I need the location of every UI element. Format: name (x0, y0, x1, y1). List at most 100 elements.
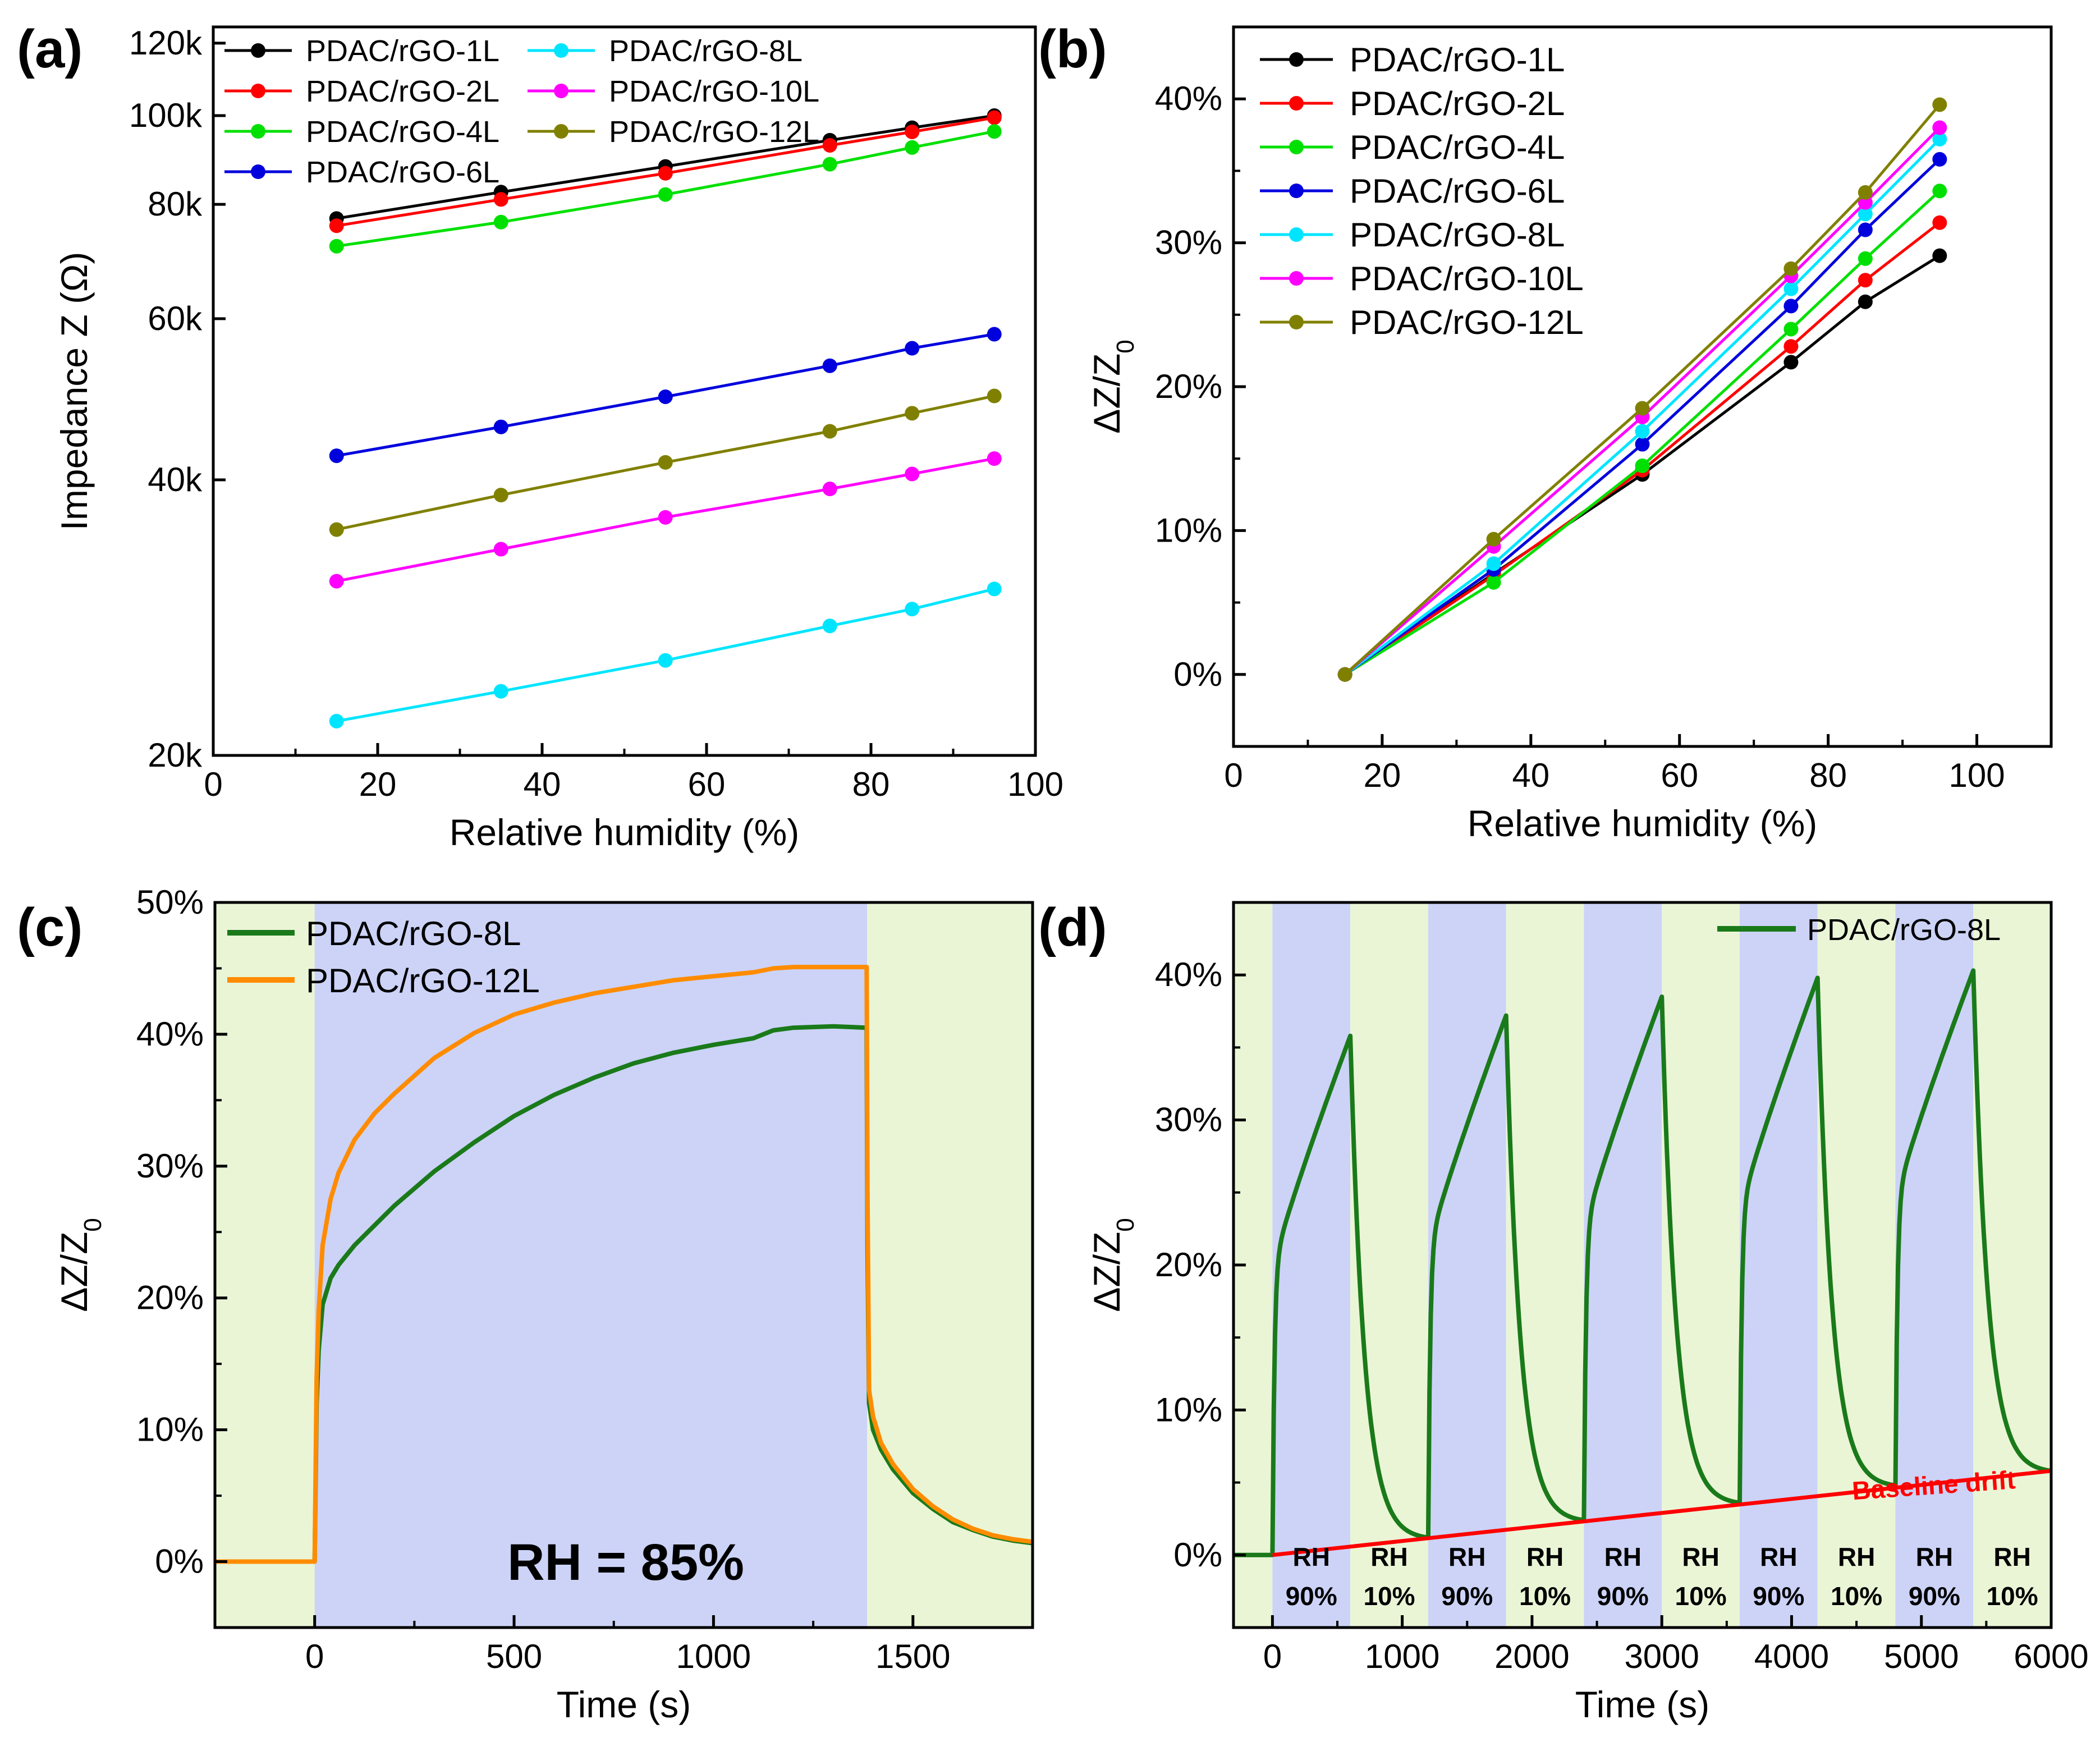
y-tick-label: 20% (1155, 368, 1222, 405)
legend-label: PDAC/rGO-1L (306, 34, 499, 68)
rh-band-value: 10% (1519, 1582, 1571, 1611)
panel-b: 0 20 40 60 80 100 0% 10% 20% 30% 40% Relative humid… (1038, 19, 2053, 844)
data-point (822, 358, 837, 373)
rh-band-value: 90% (1909, 1582, 1960, 1611)
legend-label: PDAC/rGO-4L (1350, 129, 1565, 166)
rh-band-value: 10% (1363, 1582, 1415, 1611)
rh-band (215, 902, 315, 1628)
series-line (1344, 103, 1941, 676)
y-axis-label: ΔZ/Z0 (1086, 1218, 1139, 1312)
y-axis-label: ΔZ/Z0 (53, 1218, 107, 1312)
data-point (329, 239, 344, 254)
rh-band-prefix: RH (1993, 1542, 2030, 1571)
x-tick-label: 60 (1661, 757, 1698, 794)
legend-label: PDAC/rGO-12L (1350, 304, 1584, 341)
series-line-0 (215, 1024, 1033, 1564)
data-point (493, 542, 508, 557)
series-line (336, 333, 995, 457)
x-tick-label: 20 (359, 766, 397, 803)
series-4L (329, 124, 1002, 254)
legend-marker (251, 164, 265, 179)
x-tick-label: 20 (1364, 757, 1401, 794)
rh-band (1584, 902, 1662, 1628)
rh-band-value: 10% (1987, 1582, 2038, 1611)
data-point (1783, 355, 1799, 370)
series-line (1344, 221, 1941, 676)
rh-band-prefix: RH (1448, 1542, 1485, 1571)
legend-marker (251, 124, 265, 139)
y-tick-label: 0% (1173, 656, 1222, 693)
data-point (658, 389, 673, 404)
data-point (493, 419, 508, 434)
y-axis-label-main: ΔZ/Z (1086, 354, 1127, 434)
x-tick-label: 500 (486, 1638, 542, 1675)
panel-label: (b) (1038, 19, 1107, 79)
data-point (1486, 575, 1501, 590)
data-point (1858, 251, 1873, 266)
rh-band-prefix: RH (1526, 1542, 1563, 1571)
data-point (1858, 207, 1873, 222)
data-point (1783, 339, 1799, 354)
series-8L (1337, 131, 1947, 682)
data-point (987, 327, 1002, 342)
data-point (1486, 531, 1501, 547)
y-tick-label: 120k (129, 24, 203, 62)
x-tick-label: 1500 (875, 1638, 950, 1675)
x-tick-label: 5000 (1884, 1638, 1959, 1675)
legend-label: PDAC/rGO-8L (609, 34, 803, 68)
legend-marker (251, 84, 265, 98)
series-line (1234, 968, 2052, 1557)
y-axis-label-sub: 0 (1112, 1218, 1139, 1231)
rh-band (1272, 902, 1351, 1628)
rh-band-value: 90% (1441, 1582, 1493, 1611)
rh-band-value: 90% (1286, 1582, 1337, 1611)
x-tick-label: 80 (852, 766, 890, 803)
series-line (336, 457, 995, 583)
x-axis-label: Time (s) (1575, 1684, 1710, 1725)
data-point (1932, 184, 1947, 199)
data-point (822, 482, 837, 497)
data-point (1337, 667, 1352, 682)
data-point (1858, 195, 1873, 210)
y-axis-label: ΔZ/Z0 (1086, 340, 1139, 434)
rh-band-value: 90% (1597, 1582, 1649, 1611)
x-tick-label: 0 (1224, 757, 1242, 794)
y-tick-label: 60k (148, 300, 203, 337)
y-tick-label: 10% (1155, 511, 1222, 549)
series-line-1 (215, 965, 1033, 1564)
series-line (1344, 138, 1941, 676)
data-point (493, 192, 508, 207)
y-tick-label: 0% (1173, 1536, 1222, 1574)
x-tick-label: 0 (204, 766, 222, 803)
panel-c: 0 500 1000 1500 0% 10% 20% 30% 40% 50% Time (s) ΔZ/… (17, 883, 1034, 1725)
rh-annotation: RH = 85% (507, 1534, 744, 1591)
y-tick-label: 100k (129, 97, 203, 134)
data-point (1932, 152, 1947, 167)
background-bands (1234, 902, 2051, 1628)
data-point (987, 451, 1002, 466)
data-point (329, 522, 344, 537)
legend-marker (1289, 315, 1304, 329)
y-tick-label: 30% (1155, 1101, 1222, 1139)
x-tick-label: 80 (1809, 757, 1847, 794)
y-tick-label: 40% (1155, 80, 1222, 117)
data-point (1783, 281, 1799, 296)
data-point (493, 684, 508, 699)
data-point (1932, 215, 1947, 230)
rh-band-value: 10% (1831, 1582, 1882, 1611)
series-6L (329, 327, 1002, 464)
legend-label: PDAC/rGO-6L (1350, 172, 1565, 210)
series-8L (329, 581, 1002, 728)
data-point (905, 124, 920, 139)
y-tick-label: 20% (136, 1279, 204, 1317)
series-line (1344, 190, 1941, 676)
x-tick-label: 100 (1948, 757, 2005, 794)
legend-marker (554, 124, 568, 139)
y-tick-label: 20k (148, 736, 203, 774)
data-point (1932, 248, 1947, 263)
data-point (658, 455, 673, 470)
data-point (1858, 273, 1873, 288)
data-point (1486, 556, 1501, 571)
data-point (658, 653, 673, 668)
panel-label: (c) (17, 897, 82, 957)
